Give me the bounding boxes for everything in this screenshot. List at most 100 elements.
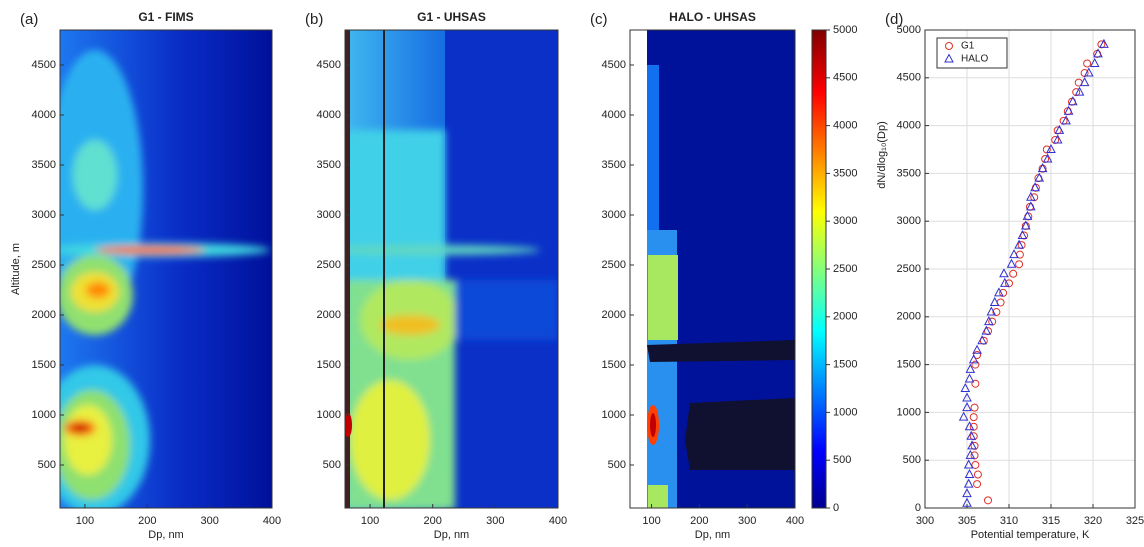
y-tick-label: 1500 bbox=[602, 359, 626, 371]
panel-title: HALO - UHSAS bbox=[669, 10, 756, 24]
data-point bbox=[1052, 134, 1063, 144]
panel-label: (b) bbox=[305, 11, 323, 28]
y-tick-label: 0 bbox=[915, 502, 921, 514]
x-tick-label: 400 bbox=[786, 515, 804, 527]
data-point bbox=[960, 382, 971, 392]
x-tick-label: 320 bbox=[1084, 515, 1102, 527]
data-point bbox=[962, 497, 972, 507]
y-tick-label: 1000 bbox=[317, 409, 341, 421]
y-tick-label: 3500 bbox=[602, 159, 626, 171]
data-point bbox=[973, 480, 982, 489]
y-tick-label: 4500 bbox=[317, 59, 341, 71]
data-point bbox=[1089, 57, 1100, 67]
contour-fill bbox=[345, 30, 558, 508]
y-tick-label: 4000 bbox=[602, 109, 626, 121]
data-point bbox=[964, 468, 975, 479]
x-axis-label: Dp, nm bbox=[695, 529, 730, 541]
data-point bbox=[1037, 163, 1048, 173]
colorbar-tick-label: 5000 bbox=[833, 24, 857, 36]
data-point bbox=[971, 360, 980, 369]
data-point bbox=[1099, 38, 1109, 48]
data-point bbox=[1083, 67, 1094, 77]
data-point bbox=[1083, 59, 1092, 68]
data-point bbox=[986, 306, 997, 316]
y-tick-label: 2000 bbox=[602, 309, 626, 321]
colorbar-tick-label: 500 bbox=[833, 454, 851, 466]
data-point bbox=[1074, 86, 1085, 96]
plot-frame bbox=[344, 29, 559, 509]
y-tick-label: 500 bbox=[323, 459, 341, 471]
data-point bbox=[984, 316, 994, 326]
y-tick-label: 4500 bbox=[32, 59, 56, 71]
panel-label: (c) bbox=[590, 11, 608, 28]
data-point bbox=[1009, 249, 1019, 259]
x-tick-label: 325 bbox=[1126, 515, 1144, 527]
data-point bbox=[962, 402, 972, 412]
data-point bbox=[973, 470, 982, 479]
y-tick-label: 1500 bbox=[317, 359, 341, 371]
x-tick-label: 300 bbox=[738, 515, 756, 527]
y-tick-label: 4000 bbox=[317, 109, 341, 121]
data-point bbox=[965, 449, 976, 459]
y-tick-label: 2500 bbox=[602, 259, 626, 271]
plot-frame bbox=[924, 29, 1136, 509]
data-point bbox=[1006, 258, 1017, 268]
data-point bbox=[1026, 201, 1036, 211]
colorbar-tick-label: 3500 bbox=[833, 167, 857, 179]
x-tick-label: 200 bbox=[690, 515, 708, 527]
data-point bbox=[1017, 229, 1028, 240]
data-point bbox=[1015, 260, 1024, 269]
data-point bbox=[981, 325, 992, 335]
data-point bbox=[972, 344, 982, 354]
y-tick-label: 1000 bbox=[32, 409, 56, 421]
x-tick-label: 300 bbox=[916, 515, 934, 527]
data-point bbox=[1046, 143, 1056, 153]
data-point bbox=[1068, 96, 1078, 106]
data-point bbox=[969, 413, 978, 422]
legend-marker bbox=[944, 53, 954, 63]
contour-fill bbox=[630, 30, 795, 508]
contour-fill bbox=[60, 30, 272, 508]
data-point bbox=[963, 459, 974, 469]
data-point bbox=[965, 363, 976, 373]
y-tick-label: 4000 bbox=[897, 120, 921, 132]
data-point bbox=[999, 268, 1009, 278]
y-tick-label: 5000 bbox=[897, 24, 921, 36]
data-point bbox=[992, 308, 1001, 317]
x-axis-label: Potential temperature, K bbox=[971, 529, 1090, 541]
data-point bbox=[1014, 239, 1024, 249]
legend-label: HALO bbox=[961, 54, 988, 65]
colorbar-tick-label: 3000 bbox=[833, 215, 857, 227]
y-tick-label: 4000 bbox=[32, 109, 56, 121]
data-point bbox=[1034, 172, 1045, 182]
legend-label: G1 bbox=[961, 41, 975, 52]
data-point bbox=[1054, 124, 1065, 134]
data-point bbox=[1009, 269, 1018, 278]
colorbar bbox=[811, 29, 827, 509]
y-tick-label: 500 bbox=[608, 459, 626, 471]
data-point bbox=[963, 478, 974, 488]
data-point bbox=[1042, 153, 1053, 163]
data-point bbox=[962, 392, 972, 402]
data-point bbox=[1020, 220, 1031, 230]
data-point bbox=[1030, 182, 1040, 192]
data-point bbox=[1026, 191, 1036, 201]
panel-title: G1 - UHSAS bbox=[417, 10, 486, 24]
legend-marker bbox=[945, 42, 953, 50]
y-tick-label: 3500 bbox=[897, 167, 921, 179]
colorbar-tick-label: 2500 bbox=[833, 263, 857, 275]
y-tick-label: 2500 bbox=[32, 259, 56, 271]
x-tick-label: 100 bbox=[361, 515, 379, 527]
y-tick-label: 3000 bbox=[32, 209, 56, 221]
x-tick-label: 305 bbox=[958, 515, 976, 527]
data-point bbox=[964, 421, 975, 431]
y-tick-label: 1500 bbox=[32, 359, 56, 371]
y-tick-label: 2500 bbox=[897, 263, 921, 275]
y-tick-label: 1000 bbox=[602, 409, 626, 421]
data-point bbox=[971, 460, 980, 469]
x-tick-label: 100 bbox=[642, 515, 660, 527]
x-tick-label: 300 bbox=[200, 515, 218, 527]
data-point bbox=[984, 496, 992, 505]
y-tick-label: 2000 bbox=[317, 309, 341, 321]
